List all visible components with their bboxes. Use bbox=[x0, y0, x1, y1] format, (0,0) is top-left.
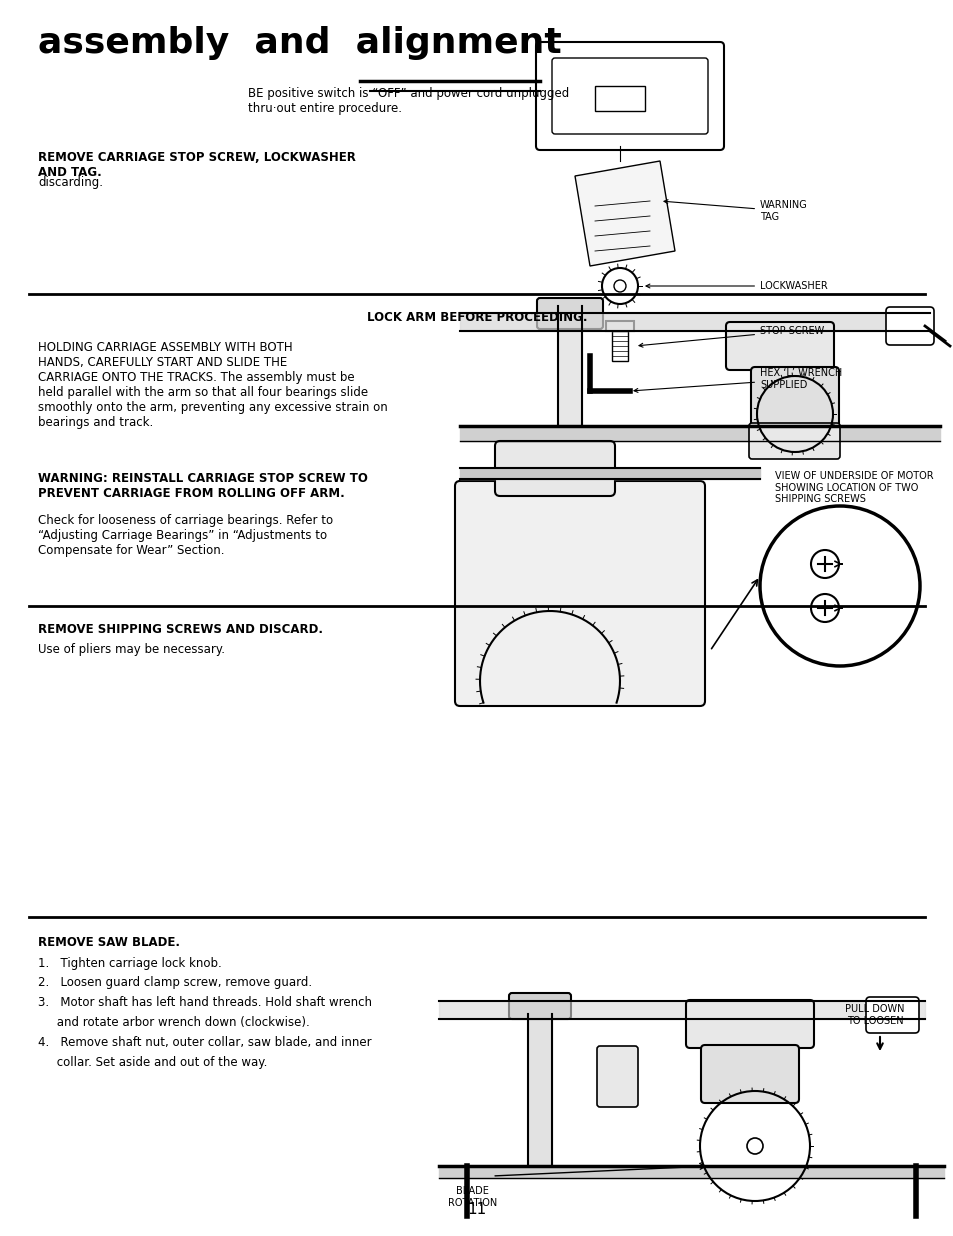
FancyBboxPatch shape bbox=[455, 481, 704, 706]
Circle shape bbox=[810, 595, 838, 622]
Text: 11: 11 bbox=[467, 1203, 486, 1217]
Text: 4.   Remove shaft nut, outer collar, saw blade, and inner: 4. Remove shaft nut, outer collar, saw b… bbox=[38, 1036, 372, 1049]
Text: 2.   Loosen guard clamp screw, remove guard.: 2. Loosen guard clamp screw, remove guar… bbox=[38, 976, 312, 990]
FancyBboxPatch shape bbox=[597, 1046, 638, 1107]
FancyBboxPatch shape bbox=[552, 58, 707, 133]
FancyBboxPatch shape bbox=[536, 42, 723, 150]
Circle shape bbox=[760, 506, 919, 666]
FancyBboxPatch shape bbox=[748, 423, 840, 459]
Text: PULL DOWN
TO LOOSEN: PULL DOWN TO LOOSEN bbox=[844, 1005, 903, 1026]
Text: BE positive switch is “OFF” and power cord unplugged
thru·out entire procedure.: BE positive switch is “OFF” and power co… bbox=[248, 87, 569, 115]
FancyBboxPatch shape bbox=[685, 1000, 813, 1048]
FancyBboxPatch shape bbox=[537, 298, 602, 329]
Circle shape bbox=[601, 268, 638, 304]
Text: LOCKWASHER: LOCKWASHER bbox=[645, 281, 827, 290]
Text: HEX ‘L’ WRENCH
SUPPLIED: HEX ‘L’ WRENCH SUPPLIED bbox=[634, 368, 841, 392]
FancyBboxPatch shape bbox=[495, 441, 615, 496]
Text: Check for looseness of carriage bearings. Refer to
“Adjusting Carriage Bearings”: Check for looseness of carriage bearings… bbox=[38, 514, 333, 557]
Text: STOP SCREW: STOP SCREW bbox=[639, 326, 823, 347]
Circle shape bbox=[810, 550, 838, 578]
Text: REMOVE SHIPPING SCREWS AND DISCARD.: REMOVE SHIPPING SCREWS AND DISCARD. bbox=[38, 623, 323, 637]
FancyBboxPatch shape bbox=[865, 997, 918, 1033]
Text: LOCK ARM BEFORE PROCEEDING.: LOCK ARM BEFORE PROCEEDING. bbox=[366, 311, 587, 325]
Bar bbox=[605, 321, 634, 331]
FancyBboxPatch shape bbox=[725, 323, 833, 370]
FancyBboxPatch shape bbox=[509, 993, 571, 1018]
Bar bbox=[595, 87, 644, 111]
Text: HOLDING CARRIAGE ASSEMBLY WITH BOTH
HANDS, CAREFULLY START AND SLIDE THE
CARRIAG: HOLDING CARRIAGE ASSEMBLY WITH BOTH HAND… bbox=[38, 341, 388, 429]
FancyBboxPatch shape bbox=[750, 367, 838, 430]
Bar bbox=[612, 331, 627, 361]
Text: VIEW OF UNDERSIDE OF MOTOR
SHOWING LOCATION OF TWO
SHIPPING SCREWS: VIEW OF UNDERSIDE OF MOTOR SHOWING LOCAT… bbox=[774, 471, 933, 504]
FancyBboxPatch shape bbox=[885, 307, 933, 345]
Text: assembly  and  alignment: assembly and alignment bbox=[38, 26, 561, 61]
Text: Use of pliers may be necessary.: Use of pliers may be necessary. bbox=[38, 643, 225, 656]
Text: BLADE
ROTATION: BLADE ROTATION bbox=[447, 1187, 497, 1208]
Text: discarding.: discarding. bbox=[38, 176, 103, 189]
Text: and rotate arbor wrench down (clockwise).: and rotate arbor wrench down (clockwise)… bbox=[38, 1016, 310, 1030]
Text: WARNING
TAG: WARNING TAG bbox=[663, 200, 807, 221]
Text: REMOVE CARRIAGE STOP SCREW, LOCKWASHER
AND TAG.: REMOVE CARRIAGE STOP SCREW, LOCKWASHER A… bbox=[38, 151, 355, 179]
FancyBboxPatch shape bbox=[700, 1044, 799, 1103]
Circle shape bbox=[746, 1138, 762, 1154]
Circle shape bbox=[614, 281, 625, 292]
Text: 1.   Tighten carriage lock knob.: 1. Tighten carriage lock knob. bbox=[38, 957, 222, 970]
Text: 3.   Motor shaft has left hand threads. Hold shaft wrench: 3. Motor shaft has left hand threads. Ho… bbox=[38, 996, 372, 1010]
Text: REMOVE SAW BLADE.: REMOVE SAW BLADE. bbox=[38, 936, 180, 949]
Polygon shape bbox=[575, 161, 675, 266]
Text: collar. Set aside and out of the way.: collar. Set aside and out of the way. bbox=[38, 1056, 267, 1069]
Text: WARNING: REINSTALL CARRIAGE STOP SCREW TO
PREVENT CARRIAGE FROM ROLLING OFF ARM.: WARNING: REINSTALL CARRIAGE STOP SCREW T… bbox=[38, 472, 368, 501]
